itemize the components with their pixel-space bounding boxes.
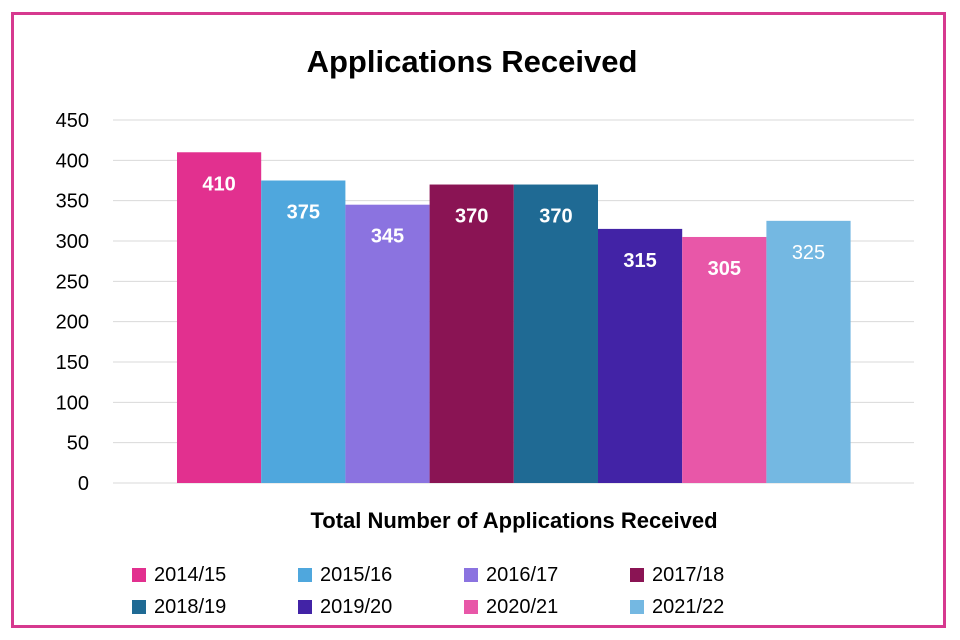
- data-label: 375: [287, 202, 320, 224]
- data-label: 315: [623, 250, 656, 272]
- data-labels: 410 375 345 370 370 315 305 325: [202, 173, 825, 280]
- legend-swatch: [132, 600, 146, 614]
- legend-label: 2018/19: [154, 595, 227, 618]
- data-label: 370: [539, 206, 572, 228]
- y-tick-label: 300: [56, 231, 89, 253]
- legend-label: 2019/20: [320, 595, 393, 618]
- chart-frame: [11, 12, 946, 628]
- legend-item: 2018/19: [132, 594, 298, 620]
- legend-swatch: [464, 600, 478, 614]
- legend-swatch: [630, 568, 644, 582]
- legend-label: 2016/17: [486, 563, 559, 586]
- data-label: 345: [371, 226, 404, 248]
- y-tick-label: 150: [56, 352, 89, 374]
- bar-2014-15: [177, 152, 262, 483]
- legend-item: 2016/17: [464, 562, 630, 588]
- data-label: 325: [792, 242, 825, 264]
- legend-item: 2017/18: [630, 562, 796, 588]
- legend-item: 2020/21: [464, 594, 630, 620]
- legend-swatch: [298, 568, 312, 582]
- y-tick-label: 450: [56, 110, 89, 132]
- bar-2021-22: [766, 220, 851, 484]
- bar-2017-18: [429, 184, 514, 484]
- data-label: 305: [708, 258, 741, 280]
- y-tick-label: 400: [56, 150, 89, 172]
- bar-2015-16: [261, 180, 346, 483]
- data-label: 410: [202, 173, 235, 195]
- y-axis-ticks: 0 50 100 150 200 250 300 350 400 450: [56, 110, 89, 495]
- legend-label: 2015/16: [320, 563, 393, 586]
- legend-item: 2015/16: [298, 562, 464, 588]
- bar-2020-21: [682, 236, 767, 483]
- legend-swatch: [132, 568, 146, 582]
- bars: [177, 152, 851, 484]
- bar-2018-19: [513, 184, 598, 484]
- x-axis-title: Total Number of Applications Received: [310, 508, 718, 533]
- legend: 2014/15 2015/16 2016/17 2017/18 2018/19 2019/…: [132, 562, 772, 620]
- legend-label: 2021/22: [652, 595, 725, 618]
- y-tick-label: 100: [56, 392, 89, 414]
- y-tick-label: 350: [56, 191, 89, 213]
- legend-swatch: [298, 600, 312, 614]
- y-tick-label: 50: [67, 433, 89, 455]
- legend-swatch: [464, 568, 478, 582]
- data-label: 370: [455, 206, 488, 228]
- chart-title: Applications Received: [306, 44, 638, 79]
- legend-item: 2014/15: [132, 562, 298, 588]
- legend-item: 2021/22: [630, 594, 796, 620]
- bar-2016-17: [345, 204, 430, 483]
- bar-2019-20: [598, 228, 683, 483]
- y-tick-label: 200: [56, 312, 89, 334]
- legend-label: 2014/15: [154, 563, 227, 586]
- y-tick-label: 0: [78, 473, 89, 495]
- legend-label: 2020/21: [486, 595, 559, 618]
- legend-item: 2019/20: [298, 594, 464, 620]
- legend-label: 2017/18: [652, 563, 725, 586]
- y-tick-label: 250: [56, 271, 89, 293]
- legend-swatch: [630, 600, 644, 614]
